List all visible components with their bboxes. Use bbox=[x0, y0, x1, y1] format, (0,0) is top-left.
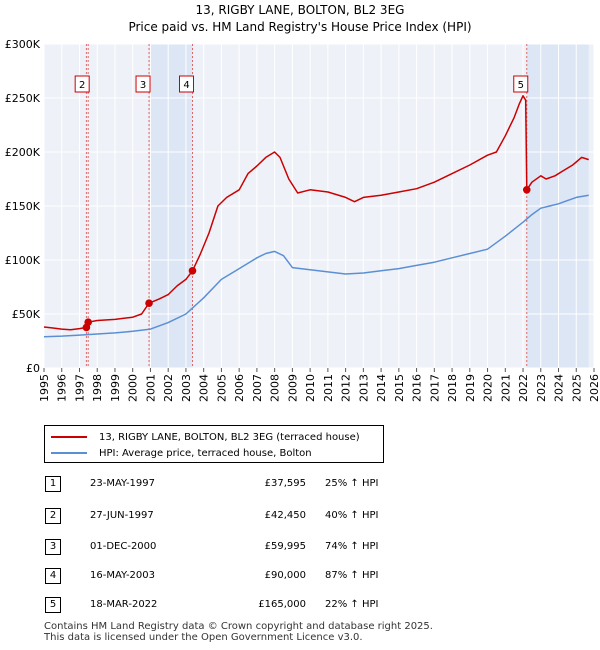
chart-subtitle: Price paid vs. HM Land Registry's House … bbox=[128, 20, 471, 34]
x-tick-label: 2014 bbox=[375, 374, 388, 402]
legend-swatch-hpi bbox=[51, 452, 87, 454]
sale-row: 1 23-MAY-1997 £37,595 25% ↑ HPI bbox=[40, 476, 440, 494]
sale-number-badge: 2 bbox=[45, 508, 61, 524]
sale-point bbox=[84, 318, 92, 326]
y-tick-label: £0 bbox=[26, 362, 40, 375]
sale-point bbox=[145, 299, 153, 308]
sale-flag-label: 3 bbox=[140, 80, 146, 91]
x-tick-label: 2001 bbox=[144, 374, 157, 402]
x-tick-label: 2018 bbox=[446, 374, 459, 402]
sale-price: £37,595 bbox=[264, 478, 306, 489]
chart-title: 13, RIGBY LANE, BOLTON, BL2 3EG bbox=[196, 3, 405, 17]
sale-row: 4 16-MAY-2003 £90,000 87% ↑ HPI bbox=[40, 568, 440, 586]
x-tick-label: 2008 bbox=[269, 374, 282, 402]
legend-label-hpi: HPI: Average price, terraced house, Bolt… bbox=[99, 447, 312, 459]
x-tick-label: 2003 bbox=[180, 374, 193, 402]
x-tick-label: 2011 bbox=[322, 374, 335, 402]
x-tick-label: 2006 bbox=[233, 374, 246, 402]
series-line bbox=[43, 194, 589, 338]
x-tick-label: 2024 bbox=[553, 374, 566, 402]
sale-row: 5 18-MAR-2022 £165,000 22% ↑ HPI bbox=[40, 597, 440, 615]
x-tick-label: 2023 bbox=[535, 374, 548, 402]
legend-item-hpi: HPI: Average price, terraced house, Bolt… bbox=[51, 446, 312, 460]
series-line bbox=[43, 95, 589, 331]
sale-number-badge: 5 bbox=[45, 597, 61, 613]
x-tick-label: 2015 bbox=[393, 374, 406, 402]
sale-date: 23-MAY-1997 bbox=[90, 478, 156, 489]
footer: Contains HM Land Registry data © Crown c… bbox=[44, 621, 433, 643]
sale-row: 3 01-DEC-2000 £59,995 74% ↑ HPI bbox=[40, 539, 440, 557]
y-tick-label: £250K bbox=[5, 92, 41, 105]
sale-number-badge: 1 bbox=[45, 476, 61, 492]
sale-date: 27-JUN-1997 bbox=[90, 510, 154, 521]
x-tick-label: 2005 bbox=[215, 374, 228, 402]
sale-date: 01-DEC-2000 bbox=[90, 541, 157, 552]
sale-date: 18-MAR-2022 bbox=[90, 599, 158, 610]
x-tick-label: 2016 bbox=[411, 374, 424, 402]
x-tick-label: 2012 bbox=[340, 374, 353, 402]
x-tick-label: 2017 bbox=[428, 374, 441, 402]
x-tick-label: 2010 bbox=[304, 374, 317, 402]
x-tick-label: 2013 bbox=[357, 374, 370, 402]
x-tick-label: 2022 bbox=[517, 374, 530, 402]
x-tick-label: 1999 bbox=[109, 374, 122, 402]
sale-price: £90,000 bbox=[264, 570, 306, 581]
y-tick-label: £50K bbox=[12, 308, 41, 321]
sale-flag-label: 2 bbox=[79, 80, 85, 91]
y-tick-label: £100K bbox=[5, 254, 41, 267]
sale-flag-label: 5 bbox=[518, 80, 524, 91]
x-tick-label: 2019 bbox=[464, 374, 477, 402]
footer-licence: This data is licensed under the Open Gov… bbox=[44, 632, 363, 643]
sale-flag-box bbox=[513, 75, 529, 93]
x-tick-label: 2020 bbox=[482, 374, 495, 402]
x-tick-label: 2004 bbox=[198, 374, 211, 402]
sale-price: £42,450 bbox=[264, 510, 306, 521]
sale-hpi-change: 74% ↑ HPI bbox=[325, 541, 379, 552]
y-tick-label: £150K bbox=[5, 200, 41, 213]
x-tick-label: 1997 bbox=[73, 374, 86, 402]
x-tick-label: 2007 bbox=[251, 374, 264, 402]
sale-number-badge: 3 bbox=[45, 539, 61, 555]
sale-hpi-change: 87% ↑ HPI bbox=[325, 570, 379, 581]
sale-flag-box bbox=[74, 75, 90, 93]
x-tick-label: 1995 bbox=[38, 374, 51, 402]
legend-item-property: 13, RIGBY LANE, BOLTON, BL2 3EG (terrace… bbox=[51, 430, 360, 444]
sale-point bbox=[188, 267, 197, 275]
sale-flag-label: 4 bbox=[183, 80, 189, 91]
legend-swatch-property bbox=[51, 436, 87, 438]
sale-number-badge: 4 bbox=[45, 568, 61, 584]
legend: 13, RIGBY LANE, BOLTON, BL2 3EG (terrace… bbox=[44, 425, 384, 463]
sale-hpi-change: 22% ↑ HPI bbox=[325, 599, 379, 610]
y-tick-label: £200K bbox=[5, 146, 41, 159]
price-chart: 13, RIGBY LANE, BOLTON, BL2 3EG Price pa… bbox=[5, 3, 600, 402]
sale-row: 2 27-JUN-1997 £42,450 40% ↑ HPI bbox=[40, 508, 440, 526]
legend-label-property: 13, RIGBY LANE, BOLTON, BL2 3EG (terrace… bbox=[99, 431, 360, 443]
sale-hpi-change: 40% ↑ HPI bbox=[325, 510, 379, 521]
sale-flag-box bbox=[179, 75, 194, 93]
y-tick-label: £300K bbox=[5, 38, 41, 51]
sale-price: £59,995 bbox=[264, 541, 306, 552]
sale-point bbox=[522, 186, 531, 194]
sale-flag-box bbox=[135, 75, 151, 93]
x-tick-label: 2026 bbox=[588, 374, 600, 402]
x-tick-label: 2021 bbox=[499, 374, 512, 402]
footer-copyright: Contains HM Land Registry data © Crown c… bbox=[44, 621, 433, 632]
sale-price: £165,000 bbox=[258, 599, 306, 610]
x-tick-label: 2000 bbox=[127, 374, 140, 402]
sale-hpi-change: 25% ↑ HPI bbox=[325, 478, 379, 489]
x-tick-label: 2009 bbox=[286, 374, 299, 402]
x-tick-label: 2002 bbox=[162, 374, 175, 402]
x-tick-label: 1998 bbox=[91, 374, 104, 402]
sale-date: 16-MAY-2003 bbox=[90, 570, 156, 581]
x-tick-label: 2025 bbox=[570, 374, 583, 402]
x-tick-label: 1996 bbox=[56, 374, 69, 402]
